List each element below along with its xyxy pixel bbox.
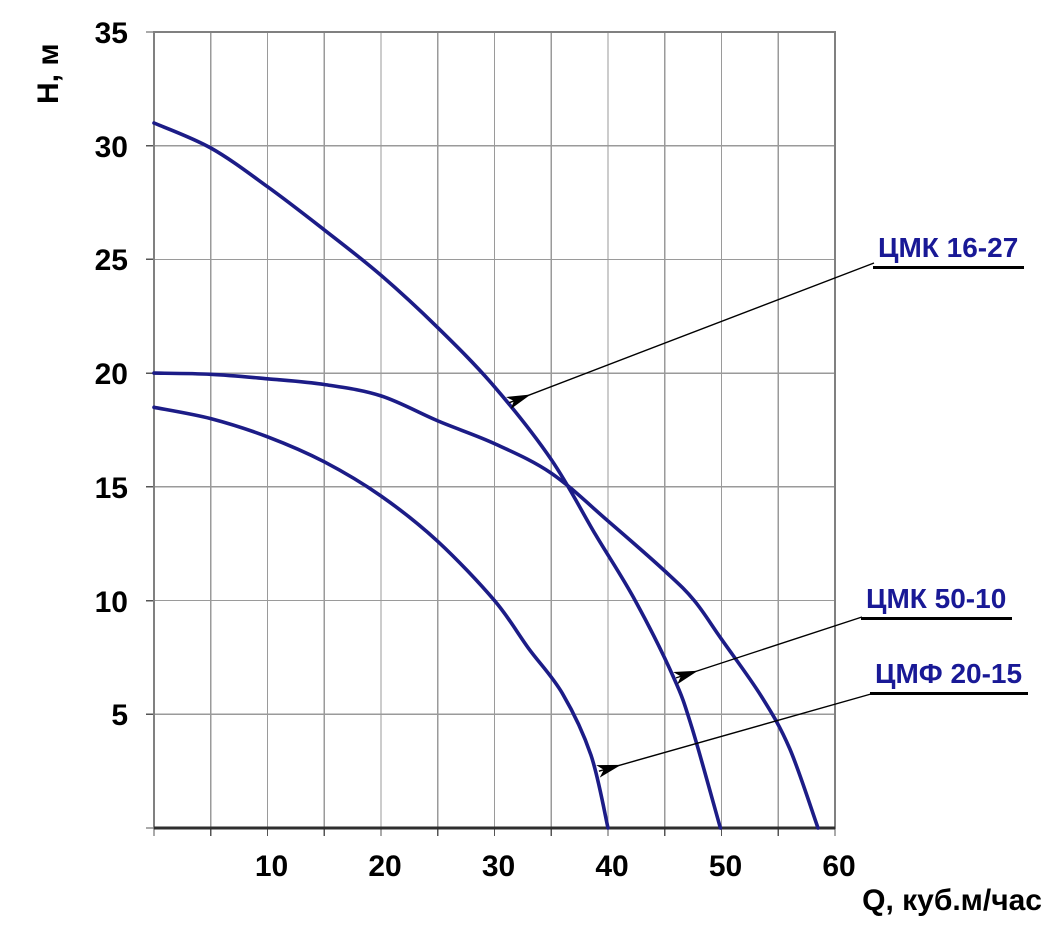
pump-curves [152,121,820,830]
x-tick-label: 40 [595,850,629,883]
x-tick-label: 50 [708,850,743,883]
x-tick-label: 60 [822,850,856,883]
x-axis-title: Q, куб.м/час [862,884,1042,917]
y-tick-label: 10 [94,585,128,619]
x-tick-label: 20 [368,850,402,883]
curve-label-cmk-16-27: ЦМК 16-27 [873,232,1025,270]
x-tick-label: 30 [481,850,516,883]
x-tick-label: 10 [254,850,289,883]
y-tick-label: 15 [94,471,128,505]
y-axis-title: Н, м [32,43,65,104]
y-tick-label: 5 [111,699,128,733]
leader-line [596,693,872,778]
y-tick-label: 30 [94,130,128,164]
leader-arrows [505,262,875,778]
leader-line [673,616,863,685]
curve-label-cmf-20-15: ЦМФ 20-15 [870,658,1029,696]
y-tick-label: 35 [94,17,128,50]
curve-cmk-50-10 [152,371,820,830]
leader-line [505,262,875,410]
curve-cmf-20-15 [152,405,610,830]
y-tick-label: 20 [94,358,128,392]
y-tick-label: 25 [94,244,128,278]
axis-tick-marks [146,31,836,836]
grid-lines [154,32,835,828]
curve-label-cmk-50-10: ЦМК 50-10 [861,583,1013,621]
